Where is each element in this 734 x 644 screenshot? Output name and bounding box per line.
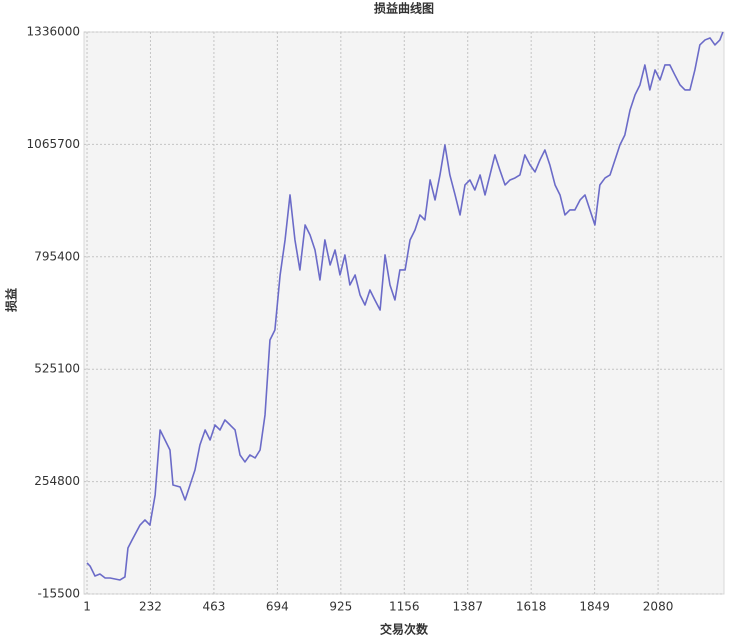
chart-title: 损益曲线图 — [374, 1, 434, 16]
x-tick-label: 1618 — [516, 600, 547, 614]
x-tick-label: 2080 — [643, 600, 674, 614]
y-tick-label: 1336000 — [27, 25, 80, 39]
x-tick-label: 925 — [329, 600, 352, 614]
y-axis-label: 损益 — [4, 288, 19, 312]
x-tick-label: 694 — [266, 600, 289, 614]
x-tick-label: 463 — [202, 600, 225, 614]
y-tick-label: 525100 — [34, 362, 80, 376]
y-tick-label: 795400 — [34, 249, 80, 263]
y-tick-label: 1065700 — [27, 137, 80, 151]
x-tick-label: 1387 — [452, 600, 483, 614]
x-tick-label: 1 — [83, 600, 91, 614]
y-tick-label: -15500 — [37, 587, 80, 601]
x-tick-label: 1849 — [579, 600, 610, 614]
x-tick-label: 1156 — [389, 600, 420, 614]
data-line — [86, 31, 724, 581]
y-tick-label: 254800 — [34, 474, 80, 488]
x-tick-label: 232 — [139, 600, 162, 614]
x-axis-label: 交易次数 — [380, 622, 429, 637]
